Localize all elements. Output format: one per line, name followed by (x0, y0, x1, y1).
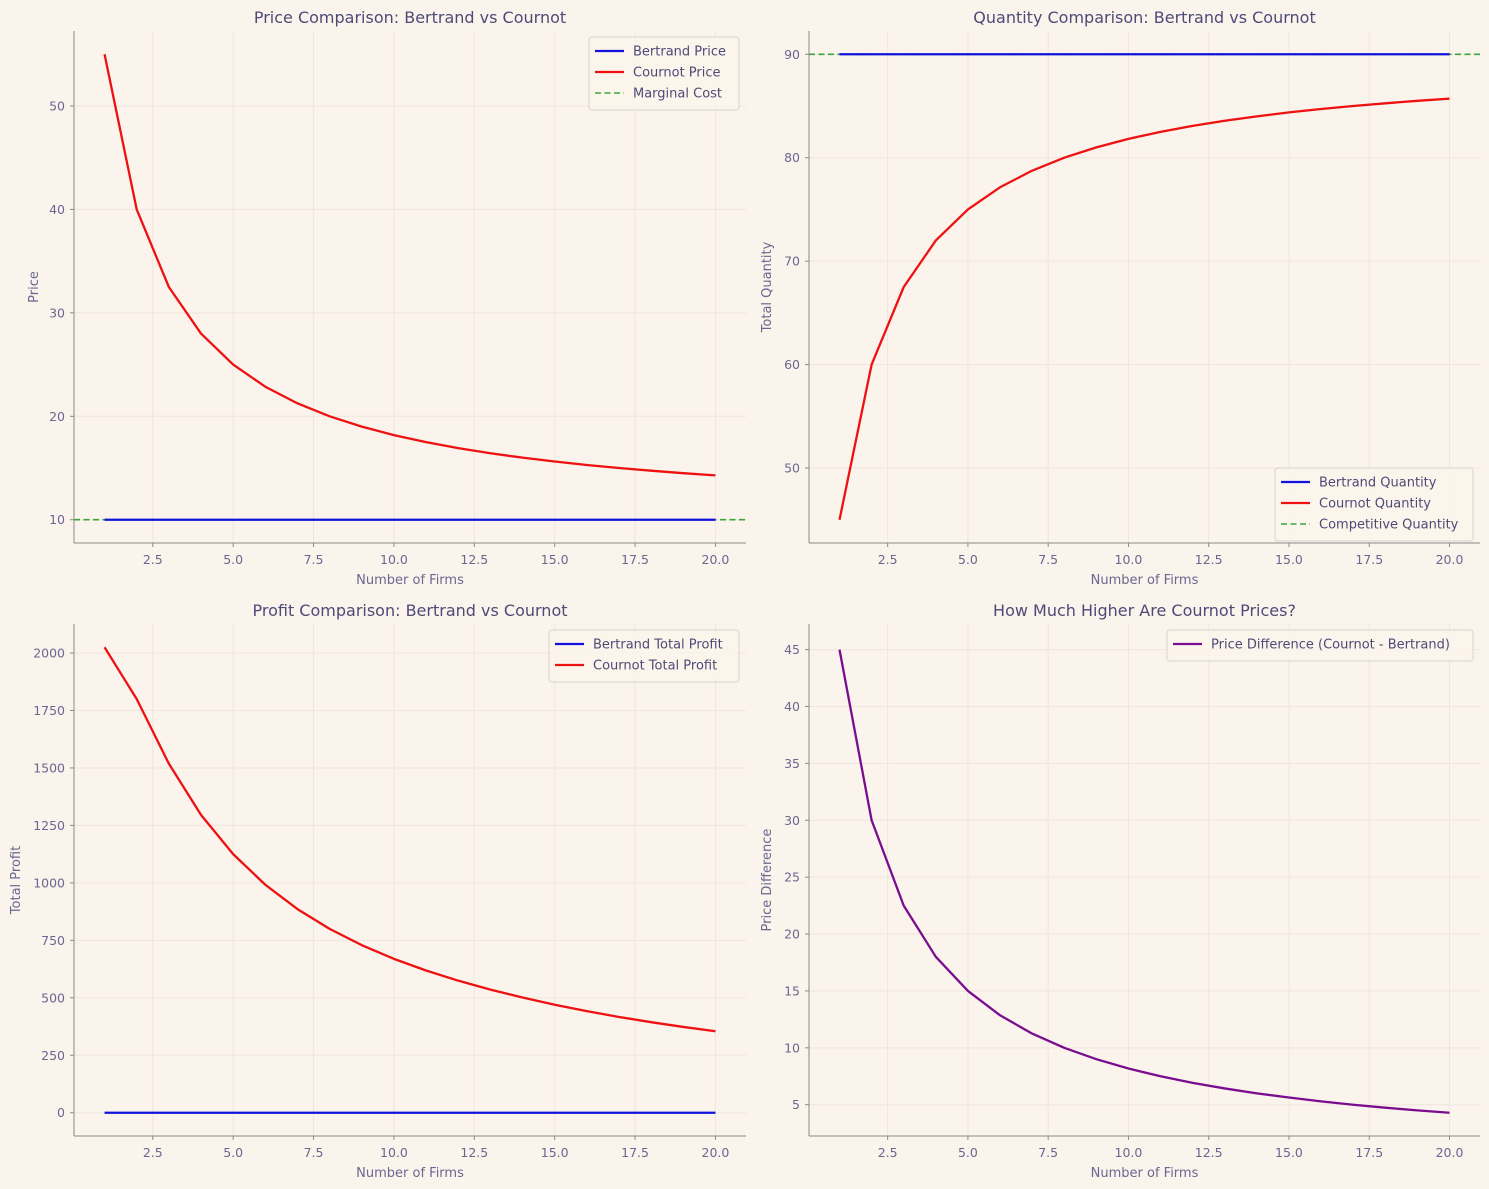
x-tick-label: 12.5 (460, 552, 488, 567)
x-axis-label: Number of Firms (1091, 573, 1199, 588)
x-tick-label: 10.0 (380, 552, 408, 567)
legend-label: Competitive Quantity (1319, 518, 1459, 533)
legend: Price Difference (Cournot - Bertrand) (1166, 629, 1474, 662)
y-axis-label: Total Profit (9, 846, 24, 915)
x-tick-label: 2.5 (143, 1145, 163, 1160)
y-tick-label: 40 (49, 202, 65, 217)
y-tick-label: 50 (784, 461, 800, 476)
x-tick-label: 20.0 (702, 552, 730, 567)
y-axis-label: Total Quantity (760, 241, 775, 333)
y-tick-label: 50 (49, 98, 65, 113)
x-tick-label: 2.5 (143, 552, 163, 567)
series-line-2 (103, 54, 716, 477)
legend-label: Cournot Price (633, 66, 721, 81)
legend-label: Bertrand Total Profit (593, 638, 723, 653)
y-tick-label: 1000 (33, 875, 65, 890)
x-tick-label: 17.5 (1355, 1145, 1383, 1160)
legend: Bertrand Price Cournot Price Marginal Cost (588, 36, 740, 111)
y-tick-label: 40 (784, 699, 800, 714)
x-tick-label: 17.5 (621, 552, 649, 567)
y-tick-label: 20 (784, 927, 800, 942)
y-tick-label: 5 (792, 1097, 800, 1112)
x-tick-label: 12.5 (460, 1145, 488, 1160)
x-tick-label: 15.0 (1275, 1145, 1303, 1160)
x-tick-label: 7.5 (304, 552, 324, 567)
legend: Bertrand Total Profit Cournot Total Profi… (548, 629, 740, 683)
y-tick-label: 1500 (33, 760, 65, 775)
x-axis-label: Number of Firms (356, 573, 464, 588)
y-tick-label: 250 (41, 1048, 65, 1063)
series-line-1 (838, 649, 1450, 1114)
y-axis-label: Price (27, 271, 42, 303)
legend-label: Bertrand Price (633, 45, 726, 60)
y-tick-label: 60 (784, 357, 800, 372)
y-tick-label: 35 (784, 756, 800, 771)
y-tick-label: 80 (784, 150, 800, 165)
x-tick-label: 20.0 (1436, 1145, 1464, 1160)
x-tick-label: 12.5 (1195, 552, 1223, 567)
legend-box (1274, 467, 1474, 542)
chart-title: Profit Comparison: Bertrand vs Cournot (252, 601, 567, 620)
chart-title: Quantity Comparison: Bertrand vs Cournot (973, 8, 1315, 27)
chart-panel-3: 2.5 5.0 7.5 10.0 12.5 15.0 17.5 20.0 0 250 500 750 1… (9, 601, 746, 1181)
legend-box (588, 36, 740, 111)
x-tick-label: 7.5 (1038, 552, 1058, 567)
legend: Bertrand Quantity Cournot Quantity Competi… (1274, 467, 1474, 542)
x-tick-label: 5.0 (223, 1145, 243, 1160)
chart-panel-1: 2.5 5.0 7.5 10.0 12.5 15.0 17.5 20.0 10 20 30 40 50 P… (27, 8, 746, 588)
x-tick-label: 7.5 (304, 1145, 324, 1160)
y-tick-label: 30 (49, 305, 65, 320)
y-tick-label: 750 (41, 933, 65, 948)
chart-title: How Much Higher Are Cournot Prices? (993, 601, 1296, 620)
legend-box (1166, 629, 1474, 662)
chart-title: Price Comparison: Bertrand vs Cournot (254, 8, 566, 27)
y-tick-label: 10 (49, 512, 65, 527)
x-tick-label: 2.5 (878, 552, 898, 567)
x-tick-label: 17.5 (1355, 552, 1383, 567)
y-tick-label: 20 (49, 409, 65, 424)
y-tick-label: 90 (784, 47, 800, 62)
y-axis-label: Price Difference (760, 829, 775, 932)
y-tick-label: 10 (784, 1040, 800, 1055)
x-tick-label: 7.5 (1038, 1145, 1058, 1160)
y-tick-label: 30 (784, 813, 800, 828)
x-tick-label: 17.5 (621, 1145, 649, 1160)
chart-panel-4: 2.5 5.0 7.5 10.0 12.5 15.0 17.5 20.0 5 10 15 20 25 30… (760, 601, 1480, 1181)
x-axis-label: Number of Firms (356, 1166, 464, 1181)
y-tick-label: 1250 (33, 818, 65, 833)
y-tick-label: 1750 (33, 703, 65, 718)
x-tick-label: 20.0 (702, 1145, 730, 1160)
legend-label: Marginal Cost (633, 87, 722, 102)
y-tick-label: 25 (784, 870, 800, 885)
legend-label: Bertrand Quantity (1319, 476, 1437, 491)
y-tick-label: 500 (41, 990, 65, 1005)
legend-box (548, 629, 740, 683)
x-tick-label: 10.0 (380, 1145, 408, 1160)
legend-label: Price Difference (Cournot - Bertrand) (1211, 638, 1450, 653)
legend-label: Cournot Quantity (1319, 497, 1431, 512)
y-tick-label: 0 (57, 1105, 65, 1120)
legend-label: Cournot Total Profit (593, 659, 717, 674)
x-tick-label: 5.0 (958, 1145, 978, 1160)
x-tick-label: 15.0 (1275, 552, 1303, 567)
y-tick-label: 70 (784, 254, 800, 269)
x-tick-label: 10.0 (1115, 1145, 1143, 1160)
x-tick-label: 12.5 (1195, 1145, 1223, 1160)
y-tick-label: 45 (784, 642, 800, 657)
y-tick-label: 2000 (33, 646, 65, 661)
x-tick-label: 20.0 (1436, 552, 1464, 567)
series-line-2 (103, 646, 716, 1033)
series-line-2 (838, 97, 1450, 520)
x-tick-label: 15.0 (541, 552, 569, 567)
x-tick-label: 5.0 (223, 552, 243, 567)
x-tick-label: 5.0 (958, 552, 978, 567)
x-axis-label: Number of Firms (1091, 1166, 1199, 1181)
x-tick-label: 15.0 (541, 1145, 569, 1160)
chart-panel-2: 2.5 5.0 7.5 10.0 12.5 15.0 17.5 20.0 50 60 70 80 90 Q… (760, 8, 1480, 588)
y-tick-label: 15 (784, 983, 800, 998)
x-tick-label: 10.0 (1115, 552, 1143, 567)
x-tick-label: 2.5 (878, 1145, 898, 1160)
